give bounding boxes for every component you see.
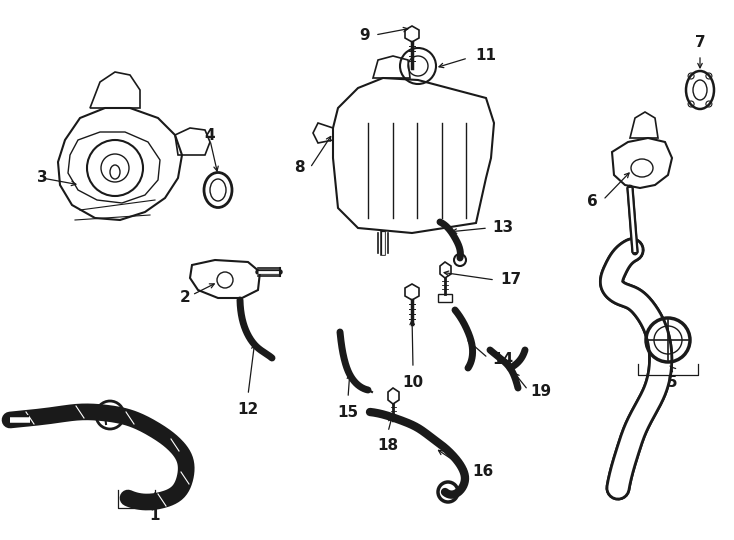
Text: 18: 18 xyxy=(377,438,399,453)
Text: 19: 19 xyxy=(530,384,551,400)
Text: 9: 9 xyxy=(360,28,370,43)
Text: 6: 6 xyxy=(587,194,598,210)
Text: 11: 11 xyxy=(475,48,496,63)
Text: 5: 5 xyxy=(666,375,677,390)
Text: 17: 17 xyxy=(500,273,521,287)
Text: 4: 4 xyxy=(205,127,215,143)
Text: 3: 3 xyxy=(37,171,47,186)
Text: 15: 15 xyxy=(338,405,359,420)
Text: 1: 1 xyxy=(150,508,160,523)
Text: 16: 16 xyxy=(472,464,493,480)
Text: 14: 14 xyxy=(492,353,513,368)
Text: 7: 7 xyxy=(694,35,705,50)
Text: 10: 10 xyxy=(402,375,424,390)
Text: 2: 2 xyxy=(180,291,190,306)
Text: 13: 13 xyxy=(492,220,513,235)
Text: 8: 8 xyxy=(294,160,305,176)
Text: 12: 12 xyxy=(237,402,258,417)
